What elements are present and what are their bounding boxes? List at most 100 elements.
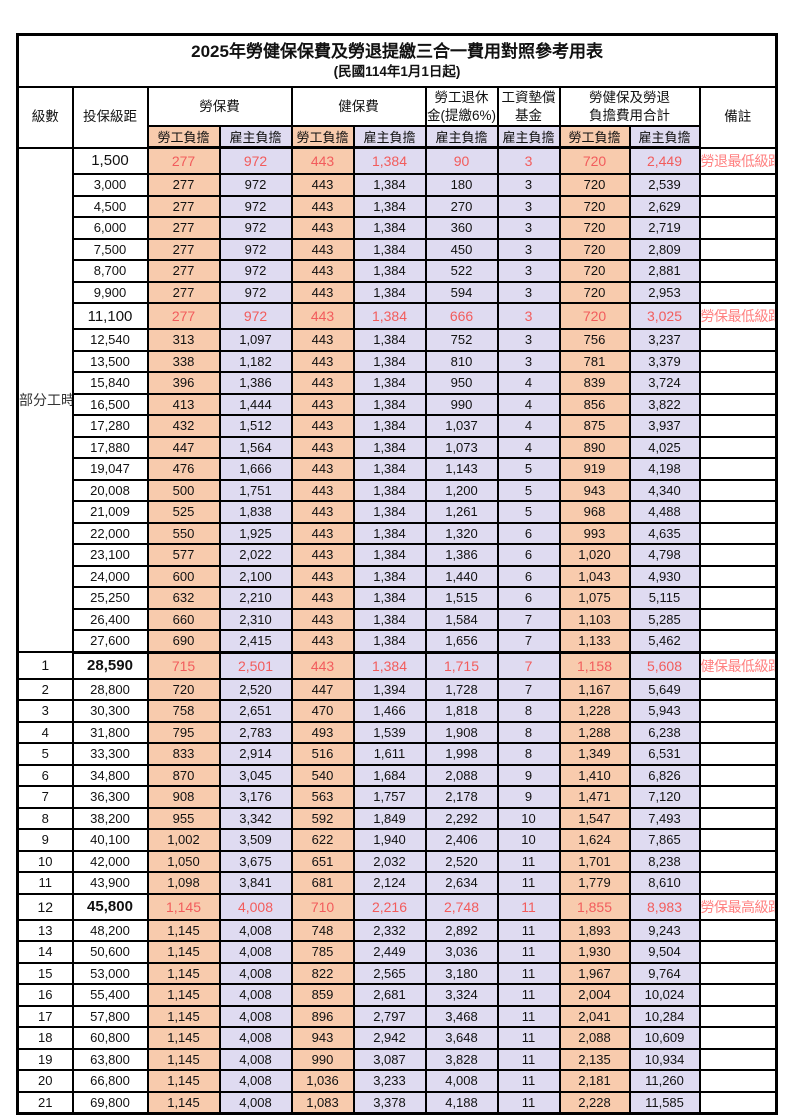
labor-employer-cell: 4,008 bbox=[218, 1090, 293, 1115]
level-cell: 6 bbox=[16, 763, 74, 787]
table-row: 12 45,800 1,145 4,008 710 2,216 2,748 11 1,855 8,… bbox=[16, 892, 778, 921]
health-employer-cell: 1,384 bbox=[352, 607, 427, 631]
labor-employee-cell: 432 bbox=[146, 414, 221, 438]
labor-employee-cell: 1,145 bbox=[146, 892, 221, 921]
health-employer-cell: 1,539 bbox=[352, 720, 427, 744]
labor-employer-cell: 1,097 bbox=[218, 328, 293, 352]
subheader-total-employee: 勞工負擔 bbox=[558, 125, 631, 149]
remark-cell bbox=[698, 1004, 778, 1028]
level-cell: 4 bbox=[16, 720, 74, 744]
bracket-cell: 48,200 bbox=[71, 918, 149, 942]
health-employer-cell: 1,384 bbox=[352, 521, 427, 545]
level-cell: 1 bbox=[16, 651, 74, 680]
pension-employer-cell: 990 bbox=[424, 392, 499, 416]
health-employer-cell: 1,384 bbox=[352, 651, 427, 680]
pension-employer-cell: 1,656 bbox=[424, 629, 499, 654]
wage-fund-employer-cell: 3 bbox=[496, 302, 561, 330]
wage-fund-employer-cell: 3 bbox=[496, 173, 561, 197]
remark-cell bbox=[698, 237, 778, 261]
bracket-cell: 42,000 bbox=[71, 849, 149, 873]
bracket-cell: 13,500 bbox=[71, 349, 149, 373]
pension-employer-cell: 752 bbox=[424, 328, 499, 352]
remark-cell bbox=[698, 414, 778, 438]
labor-employee-cell: 500 bbox=[146, 478, 221, 502]
labor-employer-cell: 4,008 bbox=[218, 1026, 293, 1050]
table-row: 12,540 313 1,097 443 1,384 752 3 756 3,237 bbox=[18, 328, 778, 352]
pension-employer-cell: 594 bbox=[424, 280, 499, 304]
health-employee-cell: 443 bbox=[290, 521, 355, 545]
wage-fund-employer-cell: 3 bbox=[496, 349, 561, 373]
health-employee-cell: 443 bbox=[290, 280, 355, 304]
table-row: 8,700 277 972 443 1,384 522 3 720 2,881 bbox=[18, 259, 778, 283]
remark-cell bbox=[698, 983, 778, 1007]
labor-employee-cell: 277 bbox=[146, 237, 221, 261]
health-employer-cell: 1,466 bbox=[352, 699, 427, 723]
labor-employee-cell: 550 bbox=[146, 521, 221, 545]
health-employee-cell: 681 bbox=[290, 871, 355, 895]
level-cell: 19 bbox=[16, 1047, 74, 1071]
pension-employer-cell: 2,406 bbox=[424, 828, 499, 852]
level-cell: 21 bbox=[16, 1090, 74, 1115]
pension-employer-cell: 522 bbox=[424, 259, 499, 283]
health-employee-cell: 443 bbox=[290, 543, 355, 567]
total-employee-cell: 720 bbox=[558, 216, 631, 240]
pension-employer-cell: 360 bbox=[424, 216, 499, 240]
labor-employer-cell: 972 bbox=[218, 237, 293, 261]
level-cell: 5 bbox=[16, 742, 74, 766]
pension-employer-cell: 1,073 bbox=[424, 435, 499, 459]
col-header-bracket: 投保級距 bbox=[71, 86, 149, 149]
bracket-cell: 43,900 bbox=[71, 871, 149, 895]
pension-employer-cell: 666 bbox=[424, 302, 499, 330]
health-employee-cell: 859 bbox=[290, 983, 355, 1007]
total-employer-cell: 9,243 bbox=[628, 918, 701, 942]
bracket-cell: 60,800 bbox=[71, 1026, 149, 1050]
pension-employer-cell: 3,468 bbox=[424, 1004, 499, 1028]
wage-fund-employer-cell: 4 bbox=[496, 371, 561, 395]
total-employee-cell: 1,133 bbox=[558, 629, 631, 654]
bracket-cell: 27,600 bbox=[71, 629, 149, 654]
total-employee-cell: 1,701 bbox=[558, 849, 631, 873]
remark-cell bbox=[698, 785, 778, 809]
health-employer-cell: 2,216 bbox=[352, 892, 427, 921]
col-header-labor-insurance: 勞保費 bbox=[146, 86, 293, 127]
total-employee-cell: 1,624 bbox=[558, 828, 631, 852]
total-employee-cell: 1,075 bbox=[558, 586, 631, 610]
level-cell: 17 bbox=[16, 1004, 74, 1028]
remark-cell: 勞保最低級距 bbox=[698, 302, 778, 330]
remark-cell bbox=[698, 435, 778, 459]
total-employee-cell: 2,135 bbox=[558, 1047, 631, 1071]
bracket-cell: 16,500 bbox=[71, 392, 149, 416]
labor-employee-cell: 447 bbox=[146, 435, 221, 459]
labor-employee-cell: 577 bbox=[146, 543, 221, 567]
total-employee-cell: 1,228 bbox=[558, 699, 631, 723]
table-row: 15,840 396 1,386 443 1,384 950 4 839 3,724 bbox=[18, 371, 778, 395]
total-employee-cell: 720 bbox=[558, 280, 631, 304]
total-employee-cell: 943 bbox=[558, 478, 631, 502]
labor-employee-cell: 1,002 bbox=[146, 828, 221, 852]
table-row: 9,900 277 972 443 1,384 594 3 720 2,953 bbox=[18, 280, 778, 304]
table-row: 13,500 338 1,182 443 1,384 810 3 781 3,379 bbox=[18, 349, 778, 373]
table-row: 4,500 277 972 443 1,384 270 3 720 2,629 bbox=[18, 194, 778, 218]
total-employer-cell: 8,610 bbox=[628, 871, 701, 895]
bracket-cell: 50,600 bbox=[71, 940, 149, 964]
labor-employee-cell: 396 bbox=[146, 371, 221, 395]
wage-fund-employer-cell: 11 bbox=[496, 940, 561, 964]
wage-fund-employer-cell: 11 bbox=[496, 1090, 561, 1115]
pension-employer-cell: 270 bbox=[424, 194, 499, 218]
health-employer-cell: 1,384 bbox=[352, 478, 427, 502]
wage-fund-employer-cell: 8 bbox=[496, 720, 561, 744]
total-employee-cell: 720 bbox=[558, 146, 631, 175]
total-employee-cell: 919 bbox=[558, 457, 631, 481]
health-employer-cell: 1,384 bbox=[352, 259, 427, 283]
pension-employer-cell: 1,143 bbox=[424, 457, 499, 481]
labor-employee-cell: 955 bbox=[146, 806, 221, 830]
labor-employer-cell: 1,182 bbox=[218, 349, 293, 373]
pension-employer-cell: 2,292 bbox=[424, 806, 499, 830]
wage-fund-employer-cell: 9 bbox=[496, 763, 561, 787]
health-employee-cell: 443 bbox=[290, 349, 355, 373]
bracket-cell: 17,880 bbox=[71, 435, 149, 459]
pension-employer-cell: 4,188 bbox=[424, 1090, 499, 1115]
labor-employee-cell: 908 bbox=[146, 785, 221, 809]
health-employer-cell: 3,087 bbox=[352, 1047, 427, 1071]
labor-employee-cell: 1,050 bbox=[146, 849, 221, 873]
